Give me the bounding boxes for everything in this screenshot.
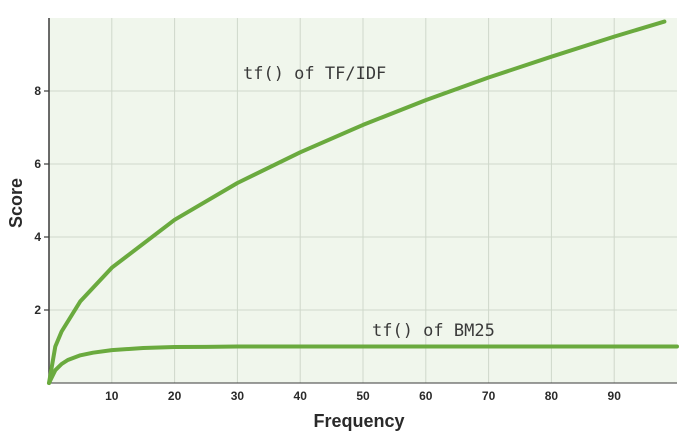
x-tick-label: 40: [294, 389, 308, 403]
gridlines: [49, 18, 677, 383]
x-tick-label: 10: [105, 389, 119, 403]
x-axis-title: Frequency: [313, 411, 404, 431]
y-tick-label: 8: [34, 84, 41, 98]
annotation-tfidf: tf() of TF/IDF: [243, 64, 386, 84]
series-line-1: [47, 344, 679, 385]
x-tick-label: 70: [482, 389, 496, 403]
tick-labels: 10 20 30 40 50 60 70 80 90 2 4 6 8: [34, 84, 621, 403]
annotation-bm25: tf() of BM25: [372, 321, 495, 341]
y-axis-title: Score: [6, 178, 26, 228]
y-tick-label: 2: [34, 303, 41, 317]
x-tick-label: 80: [545, 389, 559, 403]
x-tick-label: 30: [231, 389, 245, 403]
series-lines: [47, 19, 679, 385]
y-tick-label: 6: [34, 157, 41, 171]
y-tick-label: 4: [34, 230, 41, 244]
axes: [44, 18, 677, 384]
x-tick-label: 60: [419, 389, 433, 403]
x-tick-label: 20: [168, 389, 182, 403]
series-line-0: [47, 19, 667, 385]
x-tick-label: 50: [356, 389, 370, 403]
x-tick-label: 90: [608, 389, 622, 403]
